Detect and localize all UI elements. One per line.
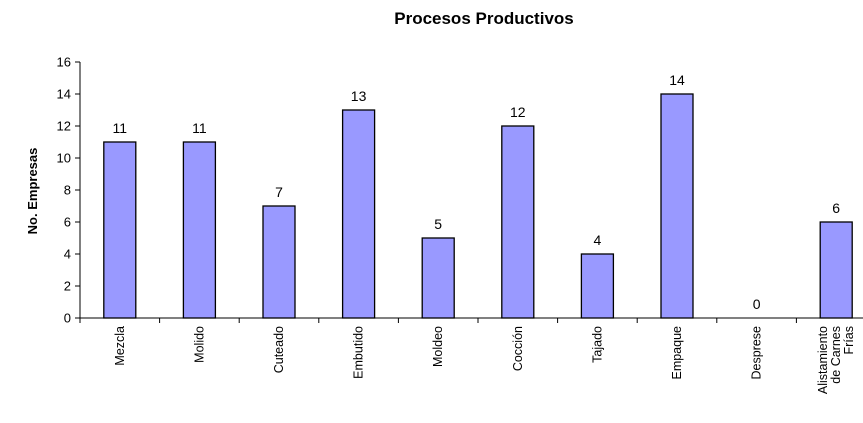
bar [421,237,455,319]
y-axis-label: No. Empresas [25,148,40,235]
category-label: Embutido [352,326,366,379]
data-label: 13 [351,88,367,104]
data-label: 6 [832,200,840,216]
category-label: Desprese [750,326,764,380]
category-label: Molido [192,326,206,363]
bar [262,205,296,319]
category-label: de Carnes [829,326,843,384]
category-label: Cuteado [272,326,286,373]
category-label: Alistamiento [816,326,830,394]
chart-title: Procesos Productivos [394,9,574,28]
data-label: 4 [594,232,602,248]
category-label: Frías [842,326,856,354]
y-tick-label: 12 [57,119,71,134]
category-label: Cocción [511,326,525,371]
category-label: Empaque [670,326,684,380]
bar [341,109,376,319]
data-label: 5 [434,216,442,232]
bar [819,221,853,319]
data-label: 11 [113,120,128,136]
bar [580,253,615,319]
y-tick-label: 4 [64,247,71,262]
bar [660,93,694,319]
data-label: 7 [275,184,283,200]
y-tick-label: 0 [64,311,71,326]
plot-area: 0 2 4 6 8 10 12 14 16 11 Mezcla 11 Molido 7 Cuteado 13 E… [57,55,863,394]
y-tick-label: 10 [57,151,71,166]
data-label: 12 [510,104,526,120]
category-label: Moldeo [431,326,445,367]
bar [501,125,535,319]
y-tick-label: 8 [64,183,71,198]
y-tick-label: 2 [64,279,71,294]
bar [103,141,137,319]
y-tick-label: 6 [64,215,71,230]
category-label: Tajado [590,326,604,363]
data-label: 0 [753,296,761,312]
data-label: 14 [669,72,685,88]
y-tick-label: 14 [57,87,71,102]
data-label: 11 [192,120,207,136]
y-tick-label: 16 [57,55,71,70]
category-label: Mezcla [113,326,127,366]
bar [182,141,217,319]
